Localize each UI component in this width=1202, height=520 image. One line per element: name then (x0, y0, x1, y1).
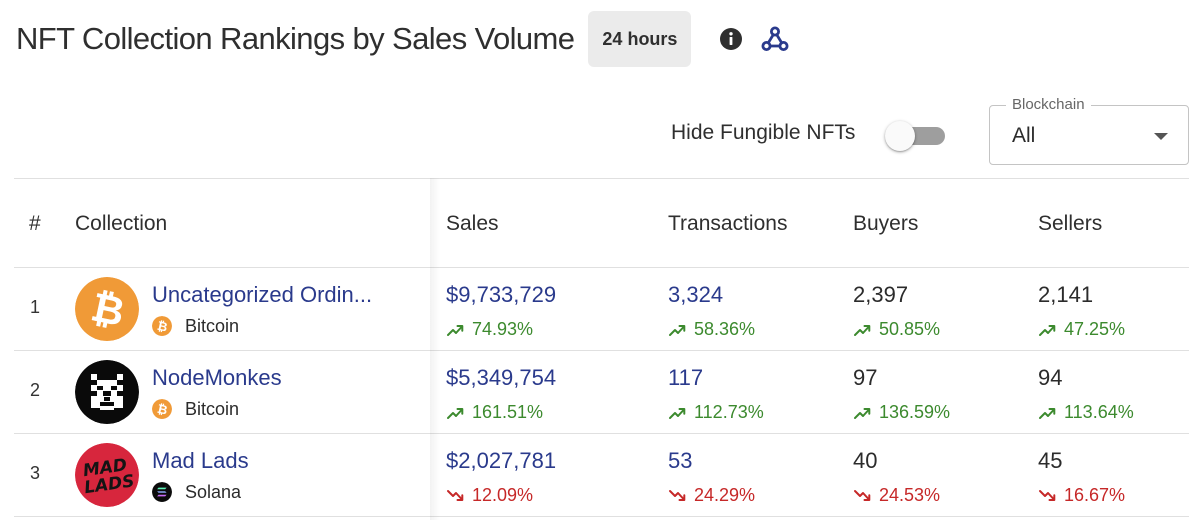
trending-down-icon (668, 487, 686, 505)
buyers-value: 97 (853, 365, 878, 390)
mad-lads-logo[interactable]: MAD LADS (75, 443, 139, 507)
transactions-value-link[interactable]: 3,324 (668, 282, 724, 307)
sellers-change-value: 16.67% (1064, 485, 1126, 505)
row-rank: 1 (30, 297, 41, 317)
trending-down-icon (446, 487, 464, 505)
chain-label: Bitcoin (185, 398, 240, 419)
collection-name-link[interactable]: NodeMonkes (152, 365, 282, 390)
chain-badge: ₿ Bitcoin (152, 315, 239, 337)
sellers-change: 47.25% (1038, 319, 1125, 340)
buyers-change: 50.85% (853, 319, 940, 340)
table-row[interactable]: 2 NodeMonkes (14, 351, 1189, 434)
svg-text:₿: ₿ (156, 401, 169, 418)
chain-badge: Solana (152, 481, 241, 503)
sellers-change-value: 47.25% (1064, 319, 1126, 339)
trending-up-icon (668, 321, 686, 339)
transactions-change: 58.36% (668, 319, 755, 340)
buyers-value: 40 (853, 448, 878, 473)
blockchain-select[interactable]: Blockchain All (989, 96, 1189, 165)
sellers-change: 16.67% (1038, 485, 1125, 506)
sellers-change: 113.64% (1038, 402, 1134, 423)
sales-value-link[interactable]: $5,349,754 (446, 365, 557, 390)
table-header-row: # Collection Sales Transactions Buyers S… (14, 178, 1189, 268)
trending-up-icon (1038, 321, 1056, 339)
toggle-knob[interactable] (885, 121, 915, 151)
trending-up-icon (446, 321, 464, 339)
buyers-change-value: 50.85% (879, 319, 941, 339)
trending-up-icon (853, 404, 871, 422)
trending-up-icon (1038, 404, 1056, 422)
sales-change-value: 74.93% (472, 319, 534, 339)
sales-value-link[interactable]: $2,027,781 (446, 448, 557, 473)
hide-fungible-label: Hide Fungible NFTs (671, 121, 856, 144)
collection-name-link[interactable]: Uncategorized Ordin... (152, 282, 373, 307)
rankings-table: # Collection Sales Transactions Buyers S… (14, 178, 1189, 520)
buyers-change-value: 24.53% (879, 485, 941, 505)
buyers-change: 136.59% (853, 402, 950, 423)
sellers-change-value: 113.64% (1064, 402, 1134, 422)
transactions-value-link[interactable]: 53 (668, 448, 693, 473)
sales-change-value: 161.51% (472, 402, 544, 422)
trending-up-icon (853, 321, 871, 339)
transactions-change-value: 112.73% (694, 402, 764, 422)
period-chip[interactable]: 24 hours (588, 11, 692, 67)
chain-badge: ₿ Bitcoin (152, 398, 239, 420)
sales-change-value: 12.09% (472, 485, 534, 505)
pixel-monkey-icon[interactable] (75, 360, 139, 424)
sales-change: 161.51% (446, 402, 543, 423)
hide-fungible-toggle[interactable] (885, 121, 945, 151)
caret-down-icon[interactable] (1154, 133, 1168, 140)
bitcoin-icon: ₿ (152, 399, 172, 419)
chain-label: Solana (185, 481, 242, 502)
buyers-change: 24.53% (853, 485, 940, 506)
bitcoin-icon: ₿ (152, 316, 172, 336)
trending-up-icon (446, 404, 464, 422)
trending-up-icon (668, 404, 686, 422)
info-circle-icon[interactable] (719, 27, 743, 51)
table-row[interactable]: 1 ₿ Uncategorized Ordin... ₿ Bitcoin $9,… (14, 268, 1189, 351)
transactions-change-value: 58.36% (694, 319, 756, 339)
sellers-value: 94 (1038, 365, 1063, 390)
solana-icon (152, 482, 172, 502)
transactions-change: 112.73% (668, 402, 764, 423)
blockchain-select-label: Blockchain (1006, 96, 1091, 113)
column-header-transactions[interactable]: Transactions (668, 212, 788, 235)
transactions-value-link[interactable]: 117 (668, 365, 704, 390)
sales-change: 74.93% (446, 319, 533, 340)
sales-value-link[interactable]: $9,733,729 (446, 282, 557, 307)
blockchain-select-value[interactable]: All (1012, 124, 1036, 147)
trending-down-icon (1038, 487, 1056, 505)
sales-change: 12.09% (446, 485, 533, 506)
table-row[interactable]: 3 MAD LADS Mad Lads Solana $2 (14, 434, 1189, 517)
webhook-icon[interactable] (760, 24, 790, 54)
collection-name-link[interactable]: Mad Lads (152, 448, 249, 473)
column-header-rank[interactable]: # (29, 212, 41, 235)
buyers-change-value: 136.59% (879, 402, 951, 422)
bitcoin-icon[interactable]: ₿ (75, 277, 139, 341)
buyers-value: 2,397 (853, 282, 909, 307)
column-header-sellers[interactable]: Sellers (1038, 212, 1103, 235)
column-header-sales[interactable]: Sales (446, 212, 499, 235)
row-rank: 2 (30, 380, 41, 400)
page-title: NFT Collection Rankings by Sales Volume (16, 21, 575, 56)
column-header-collection[interactable]: Collection (75, 212, 168, 235)
sellers-value: 45 (1038, 448, 1063, 473)
transactions-change: 24.29% (668, 485, 755, 506)
table-controls: Hide Fungible NFTs Blockchain All (0, 93, 1202, 173)
chain-label: Bitcoin (185, 315, 240, 336)
column-header-buyers[interactable]: Buyers (853, 212, 919, 235)
transactions-change-value: 24.29% (694, 485, 756, 505)
trending-down-icon (853, 487, 871, 505)
svg-text:₿: ₿ (156, 318, 169, 335)
row-rank: 3 (30, 463, 41, 483)
page-header: NFT Collection Rankings by Sales Volume … (16, 10, 790, 68)
sellers-value: 2,141 (1038, 282, 1094, 307)
